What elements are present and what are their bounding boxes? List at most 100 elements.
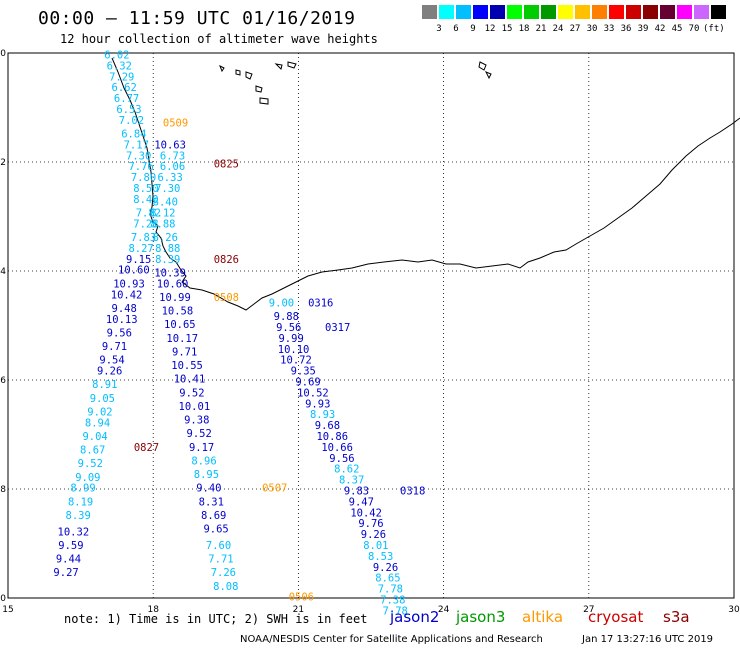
swh-value: 10.58 (162, 306, 194, 318)
swh-value: 7.17 (124, 139, 149, 151)
swh-value: 10.72 (280, 355, 312, 367)
island-9 (484, 71, 492, 80)
swh-value: 10.65 (164, 319, 196, 331)
pass-number-label: 0317 (325, 322, 350, 334)
pass-number-label: 0509 (163, 118, 188, 130)
swh-value: 9.47 (349, 496, 374, 508)
swh-value: 10.42 (350, 507, 382, 519)
latitude-tick-label: -40 (0, 594, 6, 604)
swh-value: 10.39 (154, 267, 186, 279)
swh-value: 8.99 (70, 483, 95, 495)
swh-value: 7.60 (206, 540, 231, 552)
color-scale-label: 45 (671, 24, 683, 34)
swh-value: 6.62 (112, 82, 137, 94)
island-1 (219, 64, 225, 73)
swh-value: 8.39 (155, 254, 180, 266)
swh-value: 10.93 (113, 278, 145, 290)
legend-altika: altika (522, 608, 564, 626)
color-swatch (575, 5, 590, 19)
color-scale-label: 18 (518, 24, 530, 34)
swh-value: 9.52 (187, 428, 212, 440)
swh-value: 10.52 (297, 387, 329, 399)
color-swatch (643, 5, 658, 19)
swh-value: 7.83 (131, 232, 156, 244)
color-swatch (439, 5, 454, 19)
swh-value: 9.02 (87, 406, 112, 418)
altimeter-observations: 6.026.327.296.626.776.537.026.847.177.30… (53, 49, 407, 617)
swh-value: 10.01 (179, 401, 211, 413)
swh-value: 7.26 (211, 567, 236, 579)
color-scale-label: 24 (552, 24, 564, 34)
pass-number-label: 0318 (400, 485, 425, 497)
color-swatch (711, 5, 726, 19)
swh-value: 9.88 (274, 311, 299, 323)
swh-value: 7.71 (208, 554, 233, 566)
swh-value: 10.17 (166, 333, 198, 345)
color-swatch (592, 5, 607, 19)
swh-value: 8.91 (92, 379, 117, 391)
footer-credit: NOAA/NESDIS Center for Satellite Applica… (240, 634, 543, 645)
swh-value: 9.56 (329, 453, 354, 465)
swh-value: 9.09 (75, 472, 100, 484)
swh-value: 9.17 (189, 442, 214, 454)
swh-value: 10.32 (58, 526, 90, 538)
swh-value: 6.53 (116, 104, 141, 116)
swh-value: 9.44 (56, 554, 81, 566)
color-scale-label: 36 (620, 24, 632, 34)
color-scale-label: 12 (484, 24, 496, 34)
swh-value: 8.88 (150, 218, 175, 230)
footer-note: note: 1) Time is in UTC; 2) SWH is in fe… (64, 612, 368, 626)
swh-value: 8.37 (339, 475, 364, 487)
swh-value: 7.82 (136, 208, 161, 220)
swh-value: 8.94 (85, 417, 110, 429)
swh-value: 7.02 (119, 115, 144, 127)
legend-jason2: jason2 (390, 608, 440, 626)
swh-value: 9.69 (295, 376, 320, 388)
swh-value: 8.95 (194, 469, 219, 481)
swh-value: 7.78 (378, 584, 403, 596)
swh-value: 6.73 (160, 150, 185, 162)
pass-number-label: 0506 (289, 592, 314, 604)
swh-value: 8.96 (191, 455, 216, 467)
color-scale-label: 70 (688, 24, 700, 34)
map-frame (7, 52, 735, 599)
swh-value: 8.93 (310, 409, 335, 421)
legend-jason3: jason3 (456, 608, 506, 626)
color-scale-label: 27 (569, 24, 581, 34)
swh-value: 9.05 (90, 393, 115, 405)
swh-value: 9.54 (99, 355, 124, 367)
swh-value: 9.65 (203, 524, 228, 536)
swh-value: 8.88 (155, 243, 180, 255)
swh-value: 9.48 (112, 303, 137, 315)
longitude-tick-label: 18 (147, 605, 159, 615)
swh-value: 8.69 (201, 510, 226, 522)
swh-value: 9.83 (344, 485, 369, 497)
pass-number-label: 0826 (214, 254, 239, 266)
color-scale-label: 42 (654, 24, 666, 34)
swh-value: 8.65 (375, 573, 400, 585)
coastline (111, 57, 740, 311)
swh-value: 9.76 (358, 518, 383, 530)
swh-value: 8.26 (153, 232, 178, 244)
swh-value: 9.56 (276, 322, 301, 334)
swh-value: 8.67 (80, 445, 105, 457)
footer-timestamp: Jan 17 13:27:16 UTC 2019 (582, 634, 714, 645)
swh-value: 8.19 (68, 496, 93, 508)
swh-value: 10.99 (159, 292, 191, 304)
swh-value: 9.35 (291, 366, 316, 378)
swh-value: 9.52 (78, 458, 103, 470)
swh-value: 8.50 (133, 183, 158, 195)
pass-number-label: 0316 (308, 297, 333, 309)
color-swatch (456, 5, 471, 19)
pass-number-label: 0825 (214, 158, 239, 170)
latitude-tick-label: -30 (0, 49, 6, 59)
latitude-tick-label: -38 (0, 485, 6, 495)
swh-value: 8.31 (199, 496, 224, 508)
swh-value: 6.77 (114, 93, 139, 105)
swh-value: 10.60 (157, 278, 189, 290)
swh-value: 9.00 (269, 297, 294, 309)
swh-value: 8.01 (363, 540, 388, 552)
swh-value: 9.38 (184, 415, 209, 427)
color-scale-label: 6 (453, 24, 459, 34)
swh-value: 6.33 (157, 172, 182, 184)
